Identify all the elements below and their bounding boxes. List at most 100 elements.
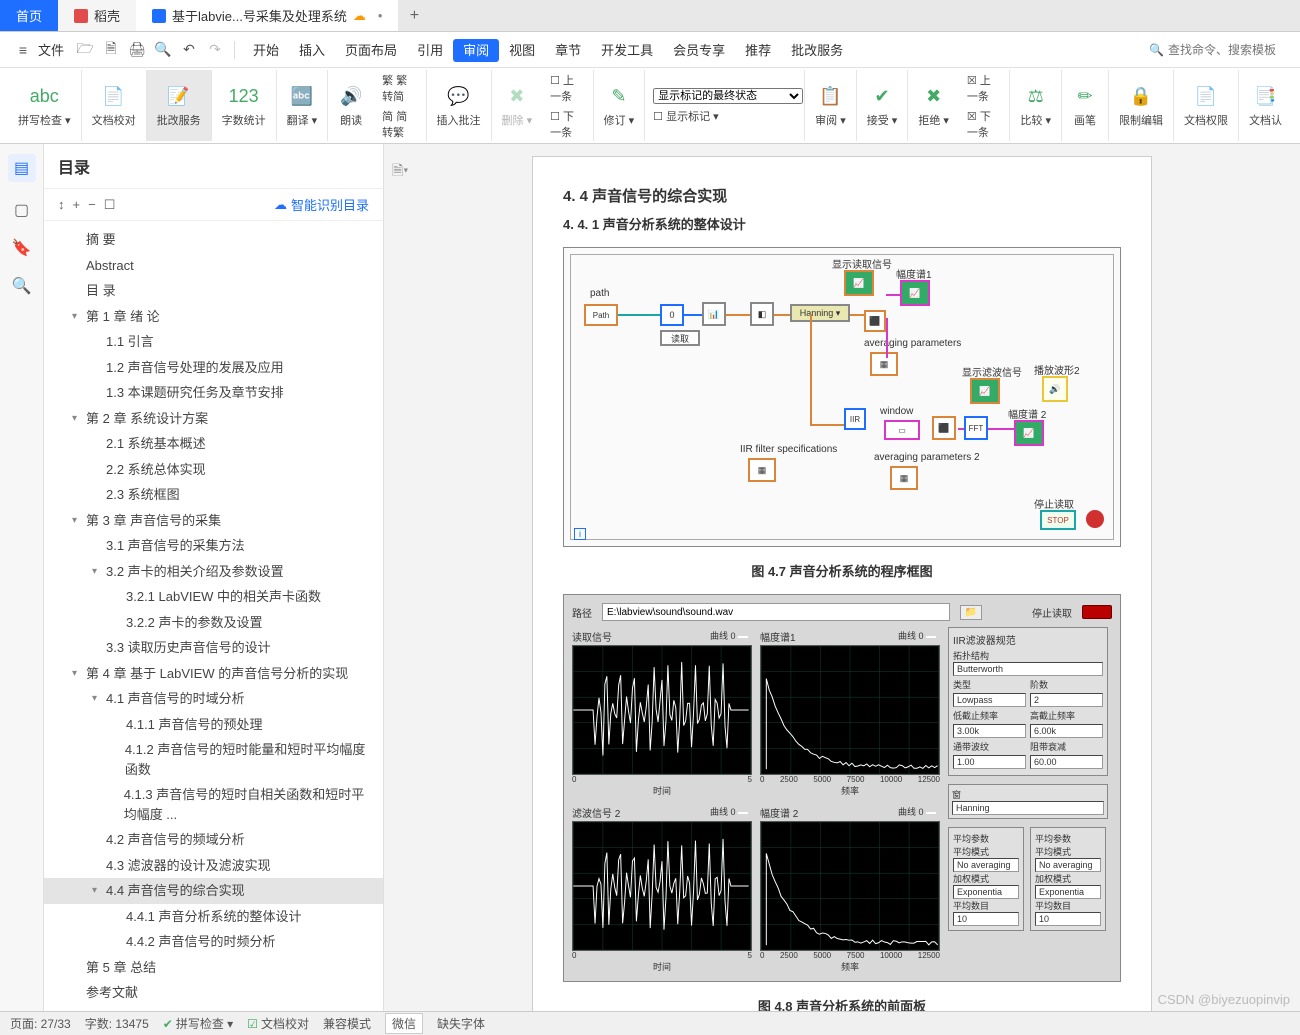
toc-item[interactable]: ▾第 3 章 声音信号的采集: [44, 508, 383, 534]
toc-item[interactable]: 摘 要: [44, 227, 383, 253]
doc-margin-icon[interactable]: 🗎▾: [392, 160, 412, 180]
bookmark-icon[interactable]: 🔖: [12, 238, 32, 258]
toc-item[interactable]: 2.2 系统总体实现: [44, 457, 383, 483]
ribbon-button[interactable]: 🔤翻译 ▾: [277, 70, 329, 141]
toc-item[interactable]: 3.2.1 LabVIEW 中的相关声卡函数: [44, 584, 383, 610]
menu-tab[interactable]: 会员专享: [663, 39, 735, 62]
toc-item[interactable]: 1.3 本课题研究任务及章节安排: [44, 380, 383, 406]
ribbon-button[interactable]: 📄文档权限: [1174, 70, 1239, 141]
ribbon-button[interactable]: ✔接受 ▾: [857, 70, 909, 141]
toc-item[interactable]: 4.2 声音信号的频域分析: [44, 827, 383, 853]
ribbon-button[interactable]: 🔒限制编辑: [1109, 70, 1174, 141]
prev-comment-button[interactable]: ☐ 上一条: [550, 72, 585, 104]
menu-tab[interactable]: 视图: [499, 39, 545, 62]
spellcheck-status[interactable]: ✔拼写检查 ▾: [163, 1015, 233, 1032]
toc-item[interactable]: 第 5 章 总结: [44, 955, 383, 981]
nav-icon[interactable]: ▢: [12, 200, 32, 220]
proof-status[interactable]: ☑文档校对: [247, 1015, 309, 1032]
toc-item[interactable]: 4.1.3 声音信号的短时自相关函数和短时平均幅度 ...: [44, 782, 383, 827]
page-indicator[interactable]: 页面: 27/33: [10, 1015, 71, 1032]
menu-tab[interactable]: 推荐: [735, 39, 781, 62]
menu-tab[interactable]: 插入: [289, 39, 335, 62]
toc-item[interactable]: 参考文献: [44, 980, 383, 1006]
toc-item[interactable]: 4.1.2 声音信号的短时能量和短时平均幅度函数: [44, 737, 383, 782]
path-input[interactable]: [602, 603, 950, 621]
ribbon-button[interactable]: 📋审阅 ▾: [805, 70, 857, 141]
tab-document[interactable]: 基于labvie...号采集及处理系统☁•: [136, 0, 398, 31]
ribbon-button[interactable]: 🔊朗读: [328, 70, 374, 141]
toc-icon[interactable]: ▤: [8, 154, 36, 182]
search-input[interactable]: [1168, 43, 1288, 57]
browse-icon[interactable]: 📁: [960, 605, 982, 620]
save-icon[interactable]: 🗎: [100, 39, 122, 61]
prev-change-button[interactable]: ☒ 上一条: [967, 72, 1002, 104]
toc-item[interactable]: ▾第 4 章 基于 LabVIEW 的声音信号分析的实现: [44, 661, 383, 687]
word-count[interactable]: 字数: 13475: [85, 1015, 149, 1032]
open-icon[interactable]: 🗁: [74, 39, 96, 61]
toc-item[interactable]: ▾第 2 章 系统设计方案: [44, 406, 383, 432]
menu-tab[interactable]: 开始: [243, 39, 289, 62]
toc-item[interactable]: ▾4.1 声音信号的时域分析: [44, 686, 383, 712]
toc-item[interactable]: ▾第 1 章 绪 论: [44, 304, 383, 330]
toc-item[interactable]: 3.3 读取历史声音信号的设计: [44, 635, 383, 661]
toc-tool-button[interactable]: −: [88, 197, 96, 212]
new-tab-button[interactable]: +: [398, 0, 430, 31]
toc-item[interactable]: 4.4.2 声音信号的时频分析: [44, 929, 383, 955]
hcf-field[interactable]: 6.00k: [1030, 724, 1103, 738]
next-change-button[interactable]: ☒ 下一条: [967, 108, 1002, 140]
command-search[interactable]: 🔍: [1149, 43, 1288, 57]
ribbon-button[interactable]: ✏画笔: [1062, 70, 1109, 141]
ribbon-button[interactable]: ✖拒绝 ▾: [908, 70, 959, 141]
close-icon[interactable]: •: [378, 8, 383, 23]
wechat-button[interactable]: 微信: [385, 1013, 423, 1034]
order-field[interactable]: 2: [1030, 693, 1103, 707]
ribbon-button[interactable]: 123字数统计: [212, 70, 277, 141]
menu-tab[interactable]: 审阅: [453, 39, 499, 62]
toc-item[interactable]: ▾4.4 声音信号的综合实现: [44, 878, 383, 904]
ribbon-button[interactable]: 📑文档认: [1239, 70, 1292, 141]
toc-item[interactable]: 目 录: [44, 278, 383, 304]
toc-item[interactable]: ▾3.2 声卡的相关介绍及参数设置: [44, 559, 383, 585]
track-changes-button[interactable]: ✎ 修订 ▾: [594, 70, 646, 141]
menu-tab[interactable]: 章节: [545, 39, 591, 62]
ribbon-button[interactable]: 📄文档校对: [82, 70, 147, 141]
toc-item[interactable]: 2.3 系统框图: [44, 482, 383, 508]
toc-item[interactable]: Abstract: [44, 253, 383, 279]
to-simplified-button[interactable]: 繁 繁转简: [382, 72, 417, 104]
pb-field[interactable]: 1.00: [953, 755, 1026, 769]
menu-tab[interactable]: 页面布局: [335, 39, 407, 62]
toc-item[interactable]: 1.1 引言: [44, 329, 383, 355]
toc-item[interactable]: 3.1 声音信号的采集方法: [44, 533, 383, 559]
window-field[interactable]: Hanning: [952, 801, 1104, 815]
sb-field[interactable]: 60.00: [1030, 755, 1103, 769]
stop-button[interactable]: [1082, 605, 1112, 619]
menu-tab[interactable]: 开发工具: [591, 39, 663, 62]
toc-item[interactable]: 4.1.1 声音信号的预处理: [44, 712, 383, 738]
print-icon[interactable]: 🖨: [126, 39, 148, 61]
ribbon-button[interactable]: 📝批改服务: [147, 70, 212, 141]
toc-tool-button[interactable]: ↕: [58, 197, 65, 212]
to-traditional-button[interactable]: 简 简转繁: [382, 108, 417, 140]
toc-item[interactable]: 2.1 系统基本概述: [44, 431, 383, 457]
ribbon-button[interactable]: 💬插入批注: [427, 70, 492, 141]
ai-toc-button[interactable]: ☁智能识别目录: [274, 195, 369, 214]
redo-icon[interactable]: ↷: [204, 39, 226, 61]
type-field[interactable]: Lowpass: [953, 693, 1026, 707]
find-icon[interactable]: 🔍: [12, 276, 32, 296]
ribbon-button[interactable]: abc拼写检查 ▾: [8, 70, 82, 141]
file-menu[interactable]: 文件: [38, 40, 64, 59]
undo-icon[interactable]: ↶: [178, 39, 200, 61]
menu-tab[interactable]: 引用: [407, 39, 453, 62]
toc-item[interactable]: 4.4.1 声音分析系统的整体设计: [44, 904, 383, 930]
preview-icon[interactable]: 🔍: [152, 39, 174, 61]
show-markup-button[interactable]: ☐ 显示标记 ▾: [653, 108, 796, 124]
toc-item[interactable]: 3.2.2 声卡的参数及设置: [44, 610, 383, 636]
topology-field[interactable]: Butterworth: [953, 662, 1103, 676]
lcf-field[interactable]: 3.00k: [953, 724, 1026, 738]
toc-tool-button[interactable]: +: [73, 197, 81, 212]
tab-dk[interactable]: 稻壳: [58, 0, 136, 31]
toc-item[interactable]: 4.3 滤波器的设计及滤波实现: [44, 853, 383, 879]
display-mode-select[interactable]: 显示标记的最终状态: [653, 88, 803, 104]
tab-home[interactable]: 首页: [0, 0, 58, 31]
hamburger-icon[interactable]: ≡: [12, 39, 34, 61]
